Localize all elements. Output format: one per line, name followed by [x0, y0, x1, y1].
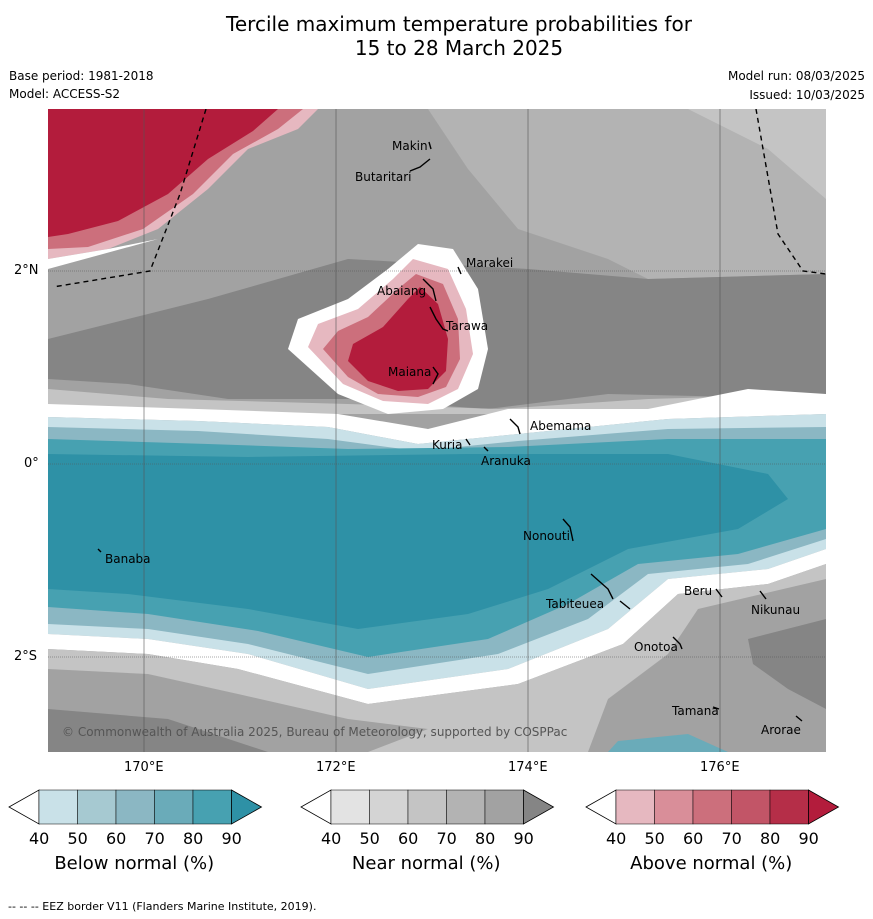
colorbar-2: [585, 789, 840, 825]
map-canvas: [48, 109, 826, 752]
colorbar-tick-label: 80: [183, 829, 204, 848]
colorbar-bin: [407, 789, 447, 825]
near-normal-zone-strip: [48, 389, 826, 414]
colorbar-bin: [769, 789, 809, 825]
colorbar-tick-label: 60: [106, 829, 127, 848]
colorbar-tick-label: 70: [721, 829, 742, 848]
colorbar-bin: [369, 789, 409, 825]
place-label: Aranuka: [481, 454, 531, 468]
lon-label-174e: 174°E: [508, 760, 548, 775]
below-normal-zone-core: [48, 454, 788, 629]
graticule-meridians: [143, 109, 721, 752]
colorbar-bin: [654, 789, 694, 825]
colorbar-max-extend: [523, 789, 555, 825]
model-run: Model run: 08/03/2025: [727, 69, 865, 83]
issued-date: Issued: 10/03/2025: [749, 88, 865, 102]
place-label: Kuria: [432, 438, 463, 452]
colorbar-bin: [154, 789, 194, 825]
colorbar-title: Near normal (%): [351, 853, 501, 874]
colorbar-tick-label: 80: [760, 829, 781, 848]
eez-border: [52, 109, 826, 288]
place-label: Abaiang: [377, 284, 427, 298]
colorbar-bin: [446, 789, 486, 825]
place-label: Nikunau: [751, 603, 801, 617]
place-label: Onotoa: [634, 640, 678, 654]
place-label: Makin: [392, 139, 428, 153]
place-label: Marakei: [466, 256, 514, 270]
title-line-1: Tercile maximum temperature probabilitie…: [226, 12, 692, 36]
place-label: Maiana: [388, 365, 432, 379]
colorbar-tick-label: 50: [644, 829, 665, 848]
lon-label-170e: 170°E: [124, 760, 164, 775]
colorbar-title: Below normal (%): [54, 853, 215, 874]
place-label: Beru: [684, 584, 713, 598]
place-label: Tabiteuea: [546, 597, 605, 611]
colorbar-bin: [115, 789, 155, 825]
place-label: Abemama: [530, 419, 592, 433]
colorbar-tick-label: 70: [436, 829, 457, 848]
lat-label-2s: 2°S: [14, 649, 38, 664]
place-label: Tarawa: [446, 319, 489, 333]
colorbar-tick-label: 60: [398, 829, 419, 848]
colorbar-bin: [731, 789, 771, 825]
colorbar-bin: [38, 789, 78, 825]
colorbar-tick-label: 70: [144, 829, 165, 848]
above-normal-blob-core: [348, 287, 448, 391]
colorbar-min-extend: [300, 789, 332, 825]
graticule: [48, 270, 826, 658]
colorbar-min-extend: [8, 789, 40, 825]
colorbar-bin: [330, 789, 370, 825]
colorbar-title: Above normal (%): [630, 853, 793, 874]
colorbar-max-extend: [231, 789, 263, 825]
colorbar-tick-label: 90: [513, 829, 534, 848]
colorbar-bin: [692, 789, 732, 825]
colorbar-tick-label: 40: [321, 829, 342, 848]
lon-label-176e: 176°E: [700, 760, 740, 775]
colorbar-tick-label: 90: [221, 829, 242, 848]
tercile-boundary-north: [48, 389, 826, 444]
colorbar-bin: [615, 789, 655, 825]
eez-footnote: -- -- -- EEZ border V11 (Flanders Marine…: [8, 900, 317, 913]
lat-label-equator: 0°: [24, 456, 39, 471]
copyright-notice: © Commonwealth of Australia 2025, Bureau…: [62, 725, 568, 739]
model-name: Model: ACCESS-S2: [9, 87, 121, 101]
colorbar-tick-label: 40: [606, 829, 627, 848]
colorbar-max-extend: [808, 789, 840, 825]
island-outlines: [97, 141, 803, 722]
probability-map: [48, 109, 826, 752]
colorbar-1: [300, 789, 555, 825]
colorbar-tick-label: 90: [798, 829, 819, 848]
colorbar-tick-label: 50: [67, 829, 88, 848]
colorbar-0: [8, 789, 263, 825]
colorbar-tick-label: 60: [683, 829, 704, 848]
colorbar-min-extend: [585, 789, 617, 825]
base-period: Base period: 1981-2018: [9, 69, 154, 83]
above-normal-zone-top-left-core: [48, 109, 278, 237]
place-label: Nonouti: [523, 529, 570, 543]
colorbar-tick-label: 50: [359, 829, 380, 848]
title-line-2: 15 to 28 March 2025: [354, 36, 564, 60]
place-label: Banaba: [105, 552, 151, 566]
place-label: Butaritari: [355, 170, 412, 184]
near-normal-zone-top-right: [428, 109, 826, 279]
colorbar-bin: [192, 789, 232, 825]
colorbar-tick-label: 80: [475, 829, 496, 848]
colorbar-bin: [484, 789, 524, 825]
lat-label-2n: 2°N: [14, 263, 39, 278]
map-title: Tercile maximum temperature probabilitie…: [0, 12, 873, 60]
tercile-boundary-south: [48, 549, 826, 704]
colorbar-tick-label: 40: [29, 829, 50, 848]
near-normal-zone-top-right-light: [688, 109, 826, 199]
place-label: Arorae: [761, 723, 801, 737]
place-label: Tamana: [672, 704, 719, 718]
lon-label-172e: 172°E: [316, 760, 356, 775]
colorbar-bin: [77, 789, 117, 825]
